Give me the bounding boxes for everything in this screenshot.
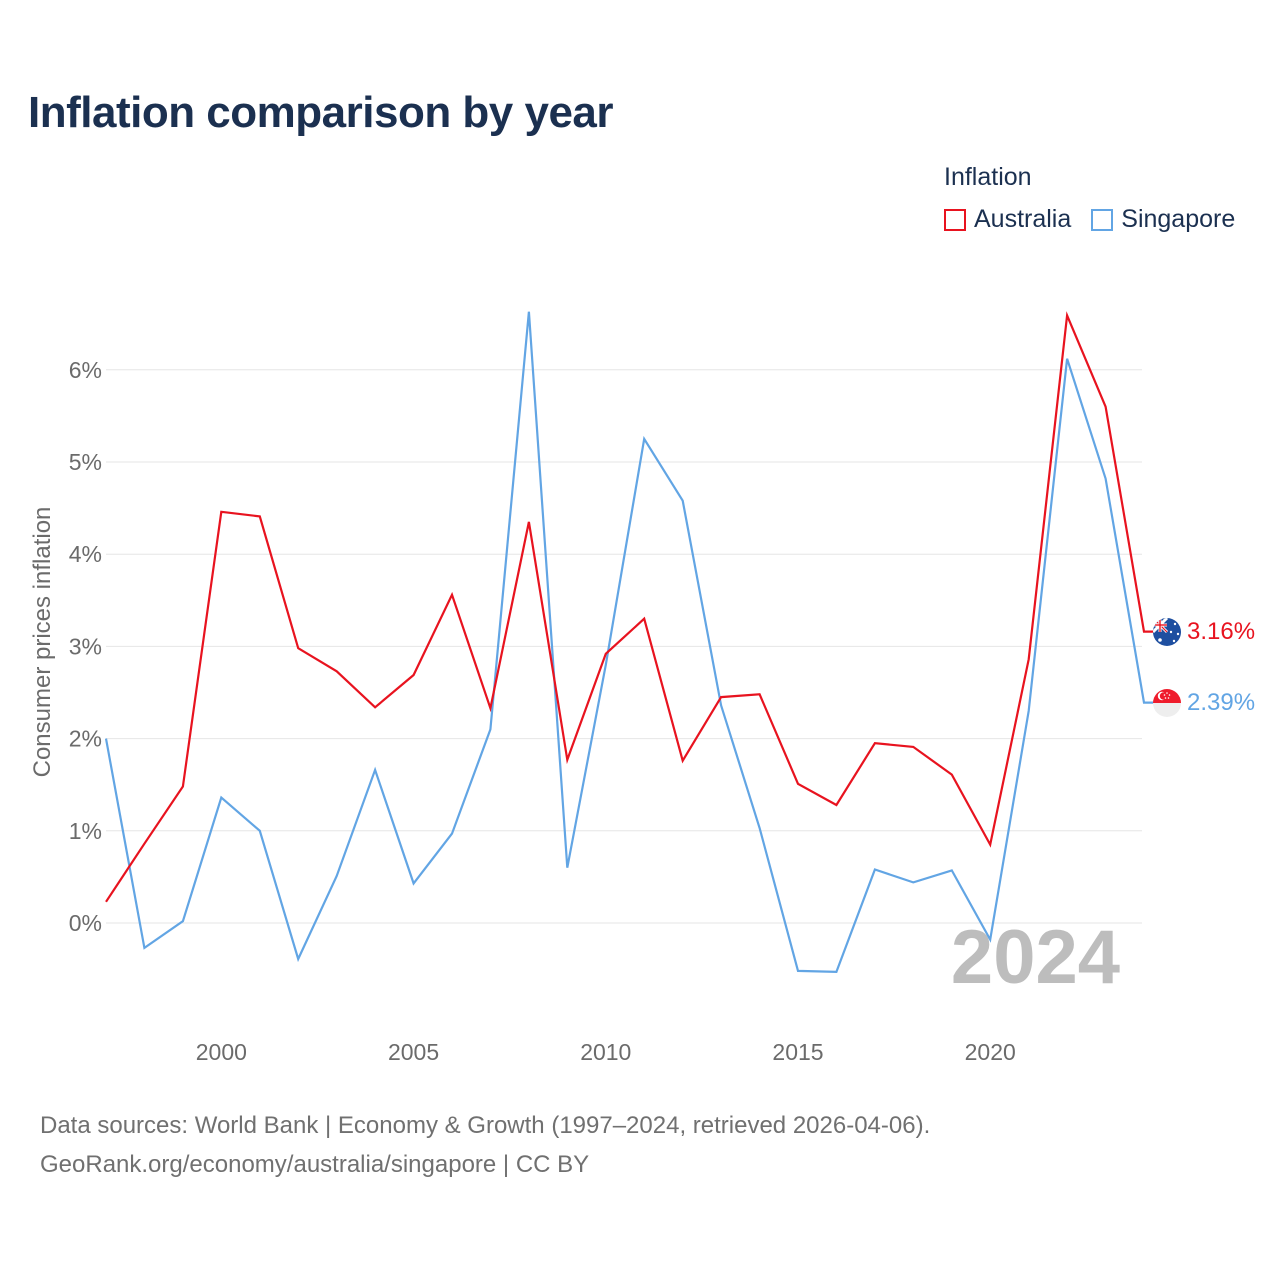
singapore-flag-icon [1153, 689, 1181, 717]
source-link[interactable]: GeoRank.org/economy/australia/singapore … [40, 1151, 590, 1178]
x-axis-ticks: 2000 2005 2010 2015 2020 [196, 1039, 1016, 1065]
series-lines [104, 311, 1154, 974]
singapore-end-label: 2.39% [1187, 689, 1255, 716]
australia-end-label: 3.16% [1187, 618, 1255, 645]
x-tick-label: 2010 [580, 1039, 631, 1065]
singapore-end-marker [1153, 689, 1181, 717]
y-axis-label: Consumer prices inflation [29, 507, 56, 778]
y-tick-label: 3% [69, 633, 102, 659]
legend-swatch-australia [944, 208, 966, 231]
x-tick-label: 2015 [772, 1039, 823, 1065]
footer: Data sources: World Bank | Economy & Gro… [40, 1106, 930, 1184]
y-tick-label: 0% [69, 910, 102, 936]
x-tick-label: 2000 [196, 1039, 247, 1065]
legend-label-australia: Australia [974, 205, 1072, 233]
series-line-australia [105, 311, 1154, 903]
year-watermark: 2024 [951, 915, 1120, 1000]
y-tick-label: 2% [69, 726, 102, 752]
legend-item-australia[interactable]: Australia [944, 205, 1071, 234]
data-source-note: Data sources: World Bank | Economy & Gro… [40, 1112, 931, 1139]
legend-swatch-singapore [1091, 208, 1114, 231]
legend-title: Inflation [944, 163, 1032, 191]
australia-flag-icon [1153, 618, 1181, 646]
legend: Australia Singapore [944, 205, 1235, 234]
legend-label-singapore: Singapore [1121, 205, 1236, 233]
x-tick-label: 2020 [965, 1039, 1016, 1065]
series-line-singapore [104, 311, 1154, 974]
x-tick-label: 2005 [388, 1039, 439, 1065]
y-tick-label: 4% [69, 541, 102, 567]
legend-item-singapore[interactable]: Singapore [1091, 205, 1235, 234]
y-tick-label: 5% [69, 449, 102, 475]
y-tick-label: 1% [69, 818, 102, 844]
y-axis-ticks: 0% 1% 2% 3% 4% 5% 6% [69, 357, 102, 936]
gridlines [106, 369, 1142, 924]
chart-title: Inflation comparison by year [28, 88, 614, 137]
y-tick-label: 6% [69, 357, 102, 383]
australia-end-marker [1153, 618, 1181, 646]
